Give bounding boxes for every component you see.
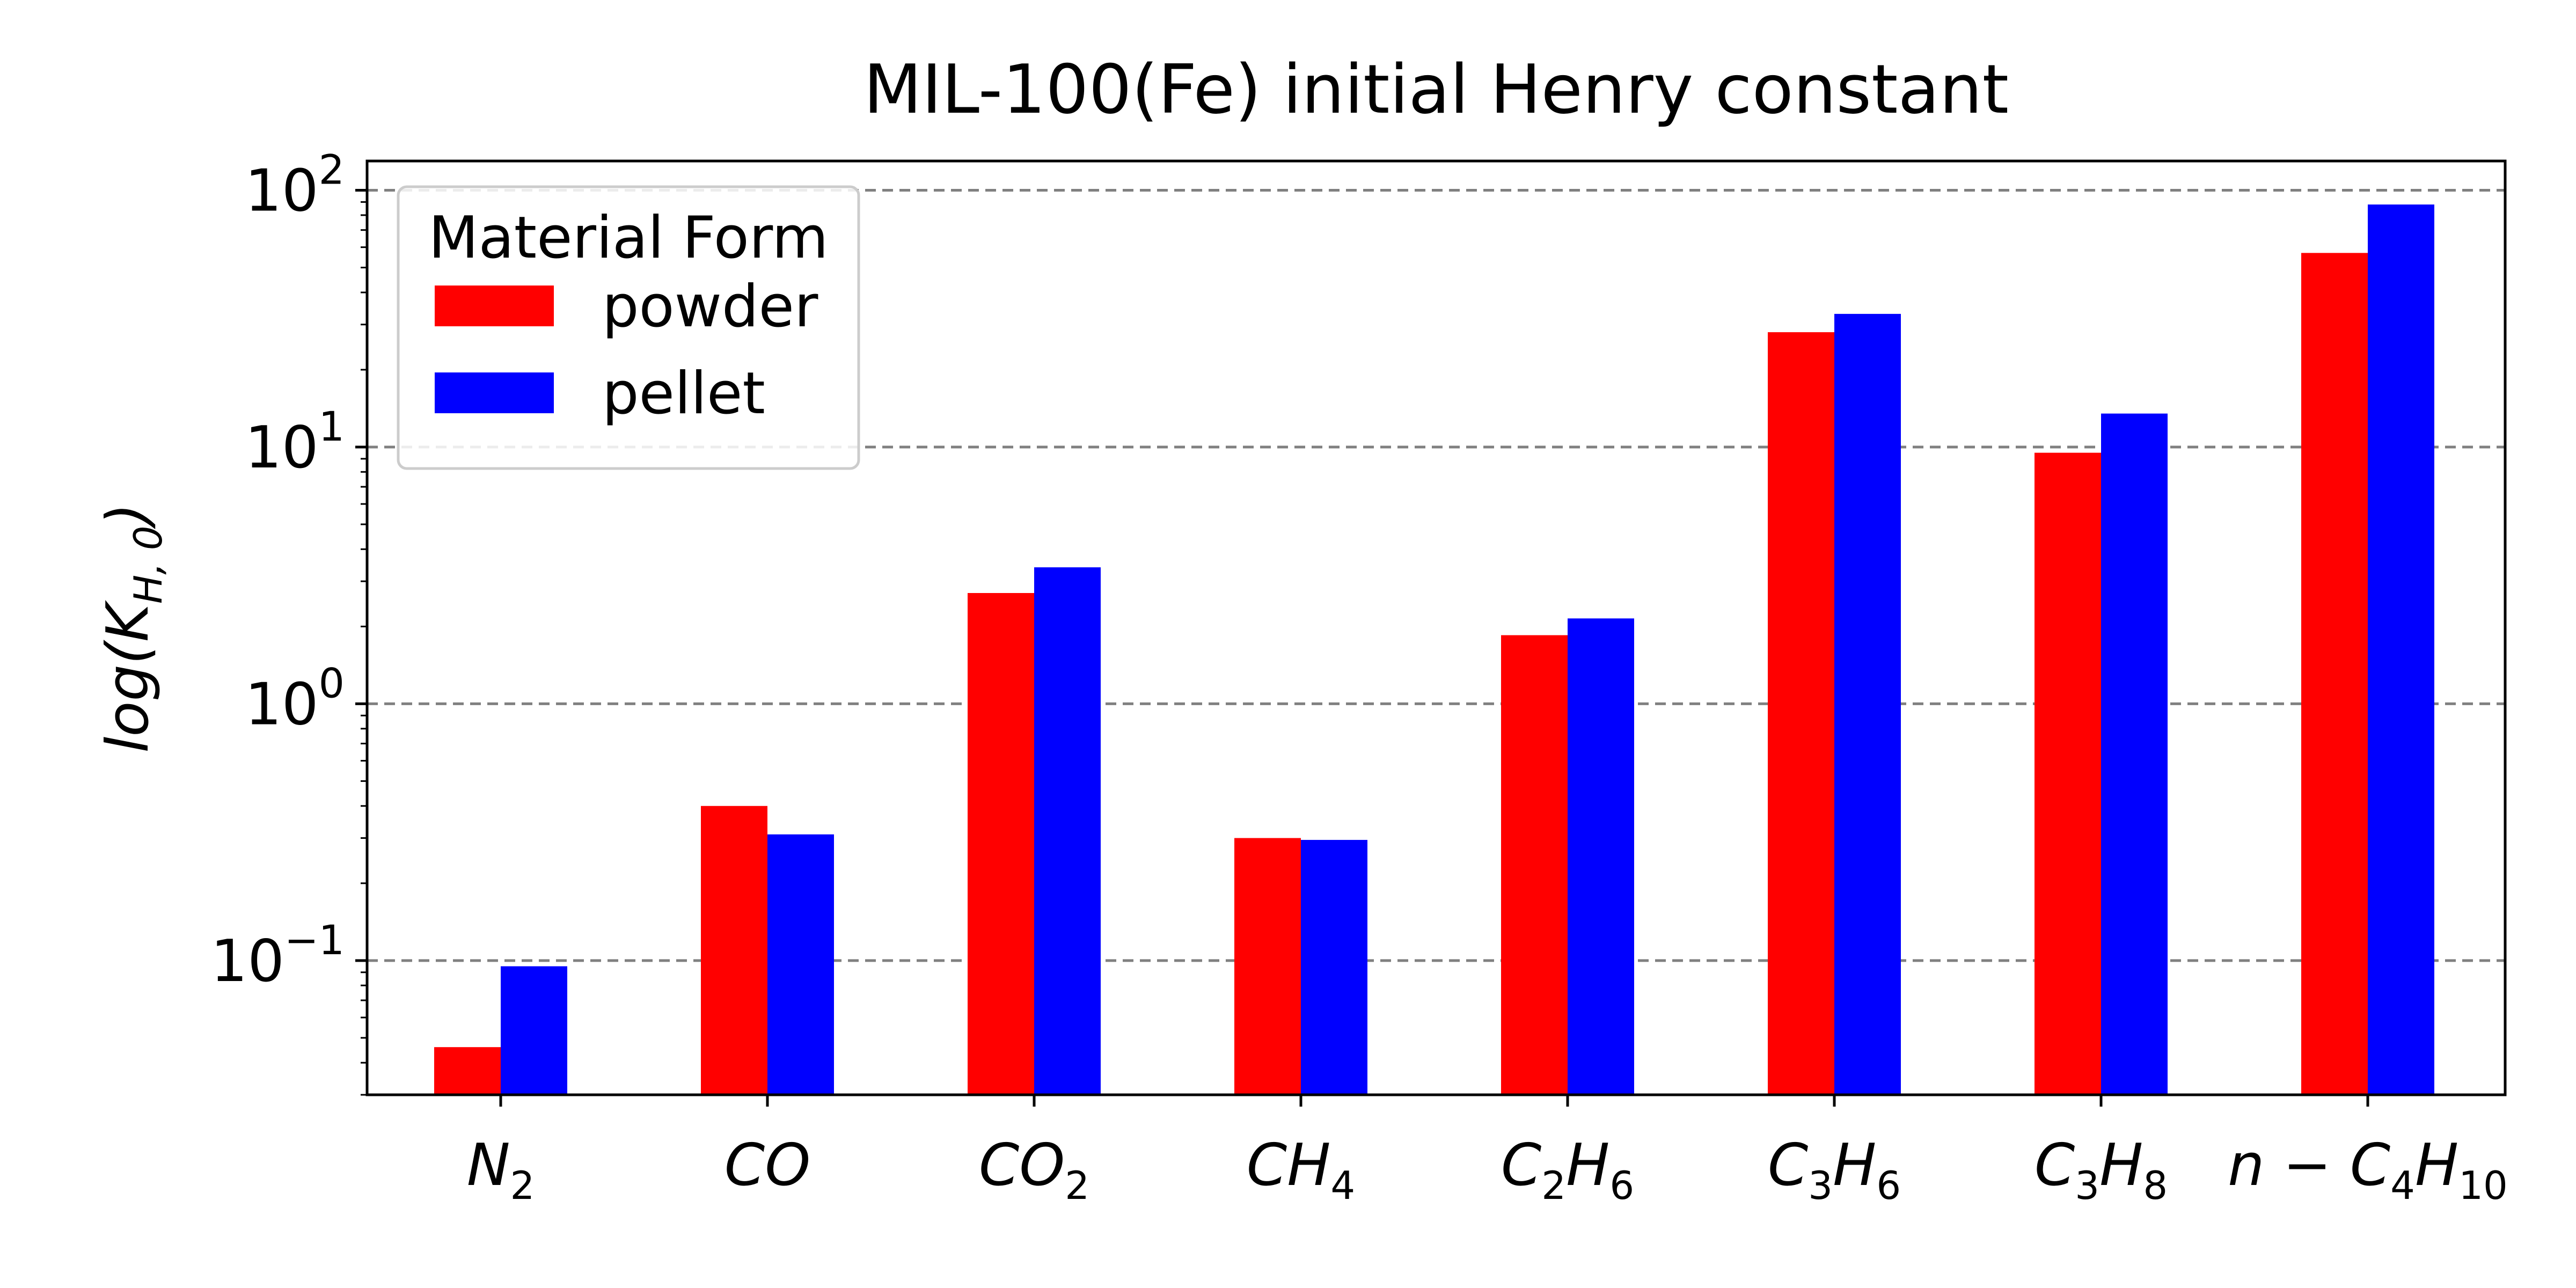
bar-powder-CO [701,806,767,1095]
x-label-text: C [1768,1132,1809,1199]
bar-pellet-C3H8 [2101,413,2168,1095]
x-label-subscript: 3 [1808,1163,1833,1208]
legend: Material Form powder pellet [397,185,860,470]
gridlines [367,189,2505,962]
x-label-subscript: 4 [1330,1163,1355,1208]
chart-title: MIL-100(Fe) initial Henry constant [863,50,2009,129]
x-label-subscript: 2 [510,1163,535,1208]
bar-pellet-C3H6 [1834,313,1901,1095]
x-label-subscript: 6 [1876,1163,1901,1208]
bar-powder-C2H6 [1501,635,1568,1095]
x-label-subscript: 6 [1609,1163,1634,1208]
x-label-text: n − C [2228,1132,2391,1199]
y-tick-base: 10 [245,414,318,481]
y-tick-label: 10−1 [211,916,345,995]
y-tick-base: 10 [245,158,318,225]
y-axis-label-main: log(K [94,600,162,753]
bar-pellet-C2H6 [1568,618,1634,1095]
x-tick-label-C2H6: C2H6 [1501,1132,1634,1208]
y-tick-base: 10 [245,671,318,738]
bar-powder-CH4 [1234,838,1301,1095]
x-tick-label-CO2: CO2 [979,1132,1089,1208]
plot-frame [365,159,2507,1096]
y-axis-label-close: ) [94,503,162,529]
bar-powder-C3H6 [1768,332,1834,1095]
bar-powder-n-C4H10 [2301,253,2368,1095]
x-label-subscript: 3 [2075,1163,2099,1208]
bar-powder-C3H8 [2035,452,2101,1095]
x-label-text: H [2099,1132,2143,1199]
x-label-text: CO [724,1132,810,1199]
x-axis-ticks: N2 CO CO2 CH4 C2H6 C3H6 C3H8 n − C4H10 [467,1095,2508,1208]
bar-powder-N2 [434,1047,501,1095]
bar-pellet-N2 [501,966,567,1095]
x-tick-label-N2: N2 [467,1132,535,1208]
x-label-subscript: 8 [2143,1163,2168,1208]
x-label-text: H [1566,1132,1609,1199]
x-tick-label-CH4: CH4 [1247,1132,1355,1208]
x-label-text: C [2035,1132,2075,1199]
x-label-subscript: 2 [1065,1163,1089,1208]
y-tick-exponent: −1 [284,916,345,964]
bars [434,204,2434,1095]
bar-pellet-CH4 [1301,840,1367,1095]
x-tick-label-C3H8: C3H8 [2035,1132,2168,1208]
x-label-subscript: 4 [2390,1163,2415,1208]
y-tick-exponent: 1 [319,402,345,450]
y-tick-exponent: 0 [319,659,345,707]
y-tick-label: 101 [245,402,345,481]
y-tick-base: 10 [211,928,284,995]
y-tick-label: 100 [245,659,345,738]
bar-powder-CO2 [968,593,1034,1095]
x-label-text: CH [1247,1132,1331,1199]
x-tick-label-n-C4H10: n − C4H10 [2228,1132,2508,1208]
y-tick-label: 102 [245,146,345,225]
legend-entries: powder pellet [435,273,818,427]
bar-pellet-CO2 [1034,567,1101,1095]
y-axis-label-sub: H, 0 [126,525,171,604]
legend-swatch-pellet [435,372,554,413]
bar-pellet-n-C4H10 [2368,204,2434,1095]
y-axis-label: log(KH, 0) [94,503,171,752]
x-tick-label-CO: CO [724,1132,810,1199]
legend-label-powder: powder [602,273,818,340]
x-label-subscript: 2 [1541,1163,1566,1208]
x-label-text: C [1501,1132,1542,1199]
legend-swatch-powder [435,286,554,326]
x-label-text: CO [979,1132,1065,1199]
x-label-text: H [2415,1132,2458,1199]
legend-title: Material Form [428,204,828,272]
x-tick-label-C3H6: C3H6 [1768,1132,1901,1208]
legend-label-pellet: pellet [602,360,765,427]
x-label-text: H [1833,1132,1876,1199]
x-label-subscript: 10 [2458,1163,2508,1208]
x-label-text: N [467,1132,510,1199]
y-tick-exponent: 2 [319,146,345,194]
bar-pellet-CO [767,834,834,1095]
